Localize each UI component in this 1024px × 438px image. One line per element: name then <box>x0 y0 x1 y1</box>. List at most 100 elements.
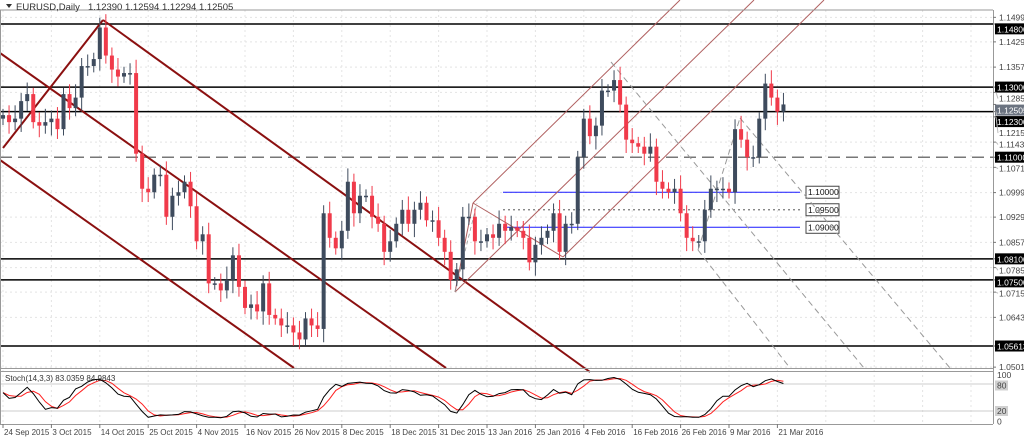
candle-body <box>739 129 744 140</box>
grid <box>0 10 993 424</box>
candle-body <box>224 279 229 291</box>
stoch-signal-line <box>2 377 784 418</box>
price-tick-label: 1.12150 <box>999 128 1024 138</box>
candle-body <box>97 27 102 60</box>
candle-body <box>170 195 175 217</box>
candle-body <box>182 181 187 193</box>
candle-body <box>733 129 738 193</box>
ohlc-readout: 1.12390 1.12594 1.12294 1.12505 <box>88 2 233 13</box>
price-tick-label: 1.05010 <box>999 362 1024 372</box>
candle-body <box>624 104 629 140</box>
trend-line <box>472 0 681 204</box>
candle-body <box>587 118 592 137</box>
candle-body <box>466 216 471 219</box>
candles <box>1 14 786 350</box>
axis-label-connector <box>995 92 999 99</box>
date-tick-label: 14 Oct 2015 <box>101 428 145 437</box>
trend-line <box>454 0 755 293</box>
candle-body <box>230 255 235 280</box>
candle-body <box>218 283 223 291</box>
candle-body <box>115 69 120 77</box>
trend-line <box>0 159 295 369</box>
candle-body <box>370 195 375 217</box>
candle-body <box>660 181 665 189</box>
candle-body <box>606 90 610 93</box>
price-level-label: 1.05613 <box>997 342 1024 352</box>
candle-body <box>339 230 344 249</box>
candle-body <box>593 125 598 137</box>
candle-body <box>109 55 114 70</box>
price-axis[interactable]: 1.14990 1.14800 1.14290 1.13570 1.130001.128… <box>993 12 1024 427</box>
candle-body <box>497 223 502 238</box>
price-level-box <box>995 23 1024 35</box>
date-tick-label: 31 Dec 2015 <box>440 428 486 437</box>
candle-body <box>406 209 411 224</box>
candle-body <box>236 255 241 287</box>
candle-body <box>321 213 326 329</box>
date-tick-label: 16 Nov 2015 <box>246 428 292 437</box>
candle-body <box>351 181 356 214</box>
time-axis[interactable]: 24 Sep 2015 3 Oct 2015 14 Oct 2015 25 Oct 2… <box>2 424 824 437</box>
candle-body <box>128 73 133 75</box>
candle-body <box>297 332 302 340</box>
candle-body <box>164 174 169 217</box>
date-tick-label: 21 Mar 2016 <box>778 428 823 437</box>
candle-body <box>412 209 417 224</box>
candle-body <box>103 27 108 56</box>
candle-body <box>751 157 756 159</box>
price-level-label: 1.12300 <box>997 117 1024 127</box>
candle-body <box>25 94 30 102</box>
candle-body <box>690 237 695 242</box>
candle-body <box>563 223 568 252</box>
candle-body <box>485 234 489 242</box>
candle-body <box>176 192 181 196</box>
candle-body <box>551 213 556 231</box>
candle-body <box>49 118 54 123</box>
axis-label-connector <box>995 141 999 145</box>
candle-body <box>539 237 544 245</box>
axis-label-connector <box>995 116 999 134</box>
candle-body <box>194 206 199 242</box>
date-tick-label: 24 Sep 2015 <box>4 428 50 437</box>
candle-body <box>454 269 459 280</box>
candle-body <box>273 314 278 319</box>
price-level-box <box>995 116 1024 128</box>
trend-line <box>0 52 447 369</box>
candle-body <box>521 230 526 238</box>
candle-body <box>122 73 126 77</box>
candle-body <box>696 241 701 243</box>
date-tick-label: 25 Jan 2016 <box>536 428 581 437</box>
candle-body <box>7 115 12 123</box>
candle-body <box>714 188 719 191</box>
trend-line <box>562 0 825 258</box>
candle-body <box>279 318 284 326</box>
symbol-label: EURUSD,Daily <box>16 2 80 13</box>
candle-body <box>357 195 362 214</box>
candle-body <box>612 80 617 91</box>
candle-body <box>243 286 247 308</box>
candle-body <box>291 325 296 333</box>
candle-body <box>37 122 42 126</box>
axis-label-connector <box>995 267 999 271</box>
candle-body <box>436 220 441 238</box>
candle-body <box>394 223 399 242</box>
candle-body <box>763 83 768 119</box>
price-level-label: 1.14800 <box>997 24 1024 34</box>
candle-body <box>134 73 139 154</box>
candle-body <box>424 202 429 221</box>
candle-body <box>303 318 308 340</box>
date-tick-label: 8 Dec 2015 <box>343 428 384 437</box>
current-price-box <box>995 104 1024 116</box>
triangle-down-icon[interactable] <box>6 4 12 8</box>
date-tick-label: 26 Nov 2015 <box>294 428 340 437</box>
price-level-box <box>995 81 1024 93</box>
candle-body <box>720 188 725 191</box>
candle-body <box>255 304 260 312</box>
stoch-level-label: 20 <box>997 406 1007 416</box>
horizontal-levels[interactable]: 1.10000 1.09500 1.09000 <box>0 23 993 347</box>
candle-body <box>67 94 72 109</box>
date-tick-label: 26 Feb 2016 <box>682 428 727 437</box>
axis-label-connector <box>995 166 999 170</box>
price-tick-label: 1.09990 <box>999 188 1024 198</box>
